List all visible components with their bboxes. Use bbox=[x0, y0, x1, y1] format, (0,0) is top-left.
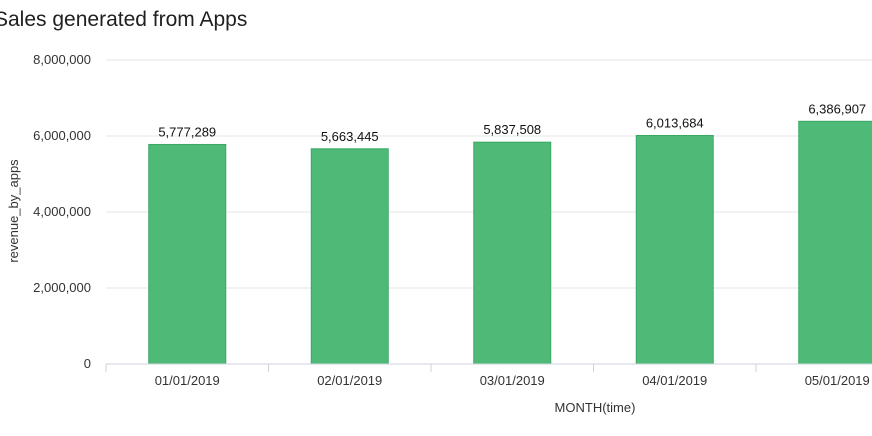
chart-title: Sales generated from Apps bbox=[0, 8, 248, 31]
bar-value-label: 6,386,907 bbox=[808, 101, 866, 116]
bar[interactable] bbox=[473, 141, 552, 365]
bar[interactable] bbox=[148, 143, 227, 365]
x-axis-title: MONTH(time) bbox=[555, 400, 636, 415]
x-tick-label: 01/01/2019 bbox=[155, 373, 220, 388]
x-tick-label: 03/01/2019 bbox=[480, 373, 545, 388]
y-tick-label: 2,000,000 bbox=[33, 280, 91, 295]
y-tick-label: 4,000,000 bbox=[33, 204, 91, 219]
bar-value-label: 6,013,684 bbox=[646, 115, 704, 130]
x-tick-label: 05/01/2019 bbox=[805, 373, 870, 388]
bar-value-label: 5,837,508 bbox=[483, 122, 541, 137]
ticks-layer: 0 2,000,000 4,000,000 6,000,000 8,000,000 01/… bbox=[33, 52, 872, 388]
bar[interactable] bbox=[798, 120, 872, 365]
bar[interactable] bbox=[635, 134, 714, 365]
bar-value-label: 5,777,289 bbox=[158, 124, 216, 139]
y-axis-title: revenue_by_apps bbox=[6, 159, 21, 263]
y-tick-label: 8,000,000 bbox=[33, 52, 91, 67]
y-tick-label: 0 bbox=[84, 356, 91, 371]
bar-value-label: 5,663,445 bbox=[321, 129, 379, 144]
bars-layer: 5,777,289 5,663,445 5,837,508 6,013,684 6,38… bbox=[148, 101, 872, 365]
x-tick-label: 02/01/2019 bbox=[317, 373, 382, 388]
bar[interactable] bbox=[310, 148, 389, 365]
x-tick-label: 04/01/2019 bbox=[642, 373, 707, 388]
y-tick-label: 6,000,000 bbox=[33, 128, 91, 143]
